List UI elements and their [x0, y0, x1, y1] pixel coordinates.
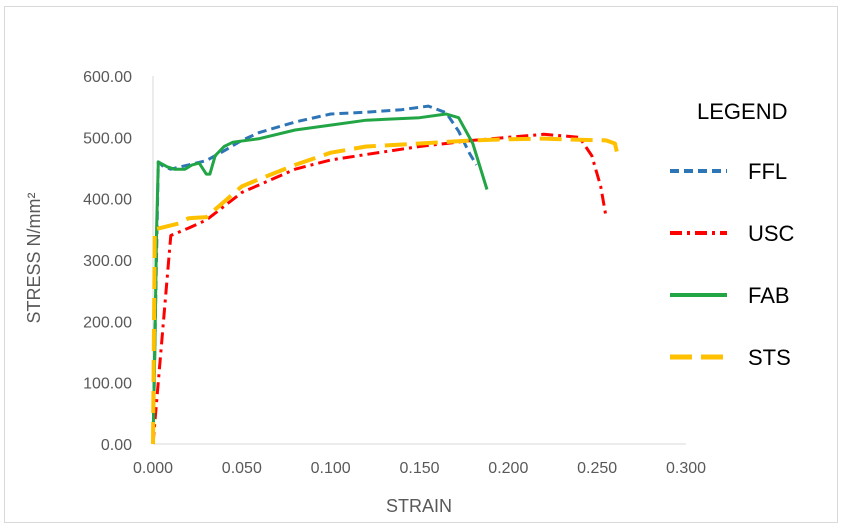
legend-label-sts: STS — [748, 345, 791, 370]
legend-label-usc: USC — [748, 221, 795, 246]
x-tick-label: 0.300 — [666, 460, 706, 477]
y-tick-label: 0.00 — [101, 437, 132, 454]
x-tick-label: 0.250 — [577, 460, 617, 477]
legend-label-ffl: FFL — [748, 159, 787, 184]
chart-frame — [4, 6, 838, 523]
y-tick-label: 400.00 — [83, 192, 132, 209]
legend: FFL USC FAB STS — [670, 159, 795, 370]
x-tick-label: 0.000 — [133, 460, 173, 477]
legend-title: LEGEND — [697, 99, 787, 124]
x-tick-labels: 0.000 0.050 0.100 0.150 0.200 0.250 0.300 — [133, 460, 706, 477]
y-tick-label: 500.00 — [83, 130, 132, 147]
y-tick-label: 100.00 — [83, 376, 132, 393]
series-line-fab — [151, 112, 489, 445]
x-tick-label: 0.200 — [488, 460, 528, 477]
x-tick-label: 0.150 — [399, 460, 439, 477]
y-axis-title: STRESS N/mm² — [24, 192, 44, 323]
series-line-usc — [151, 132, 608, 445]
y-tick-labels: 0.00 100.00 200.00 300.00 400.00 500.00 600.00 — [83, 69, 132, 454]
y-tick-label: 600.00 — [83, 69, 132, 86]
y-tick-label: 200.00 — [83, 314, 132, 331]
x-axis-title: STRAIN — [386, 496, 452, 516]
y-tick-label: 300.00 — [83, 253, 132, 270]
x-tick-label: 0.100 — [311, 460, 351, 477]
legend-label-fab: FAB — [748, 283, 790, 308]
series-line-sts — [151, 136, 621, 445]
axes — [152, 76, 686, 445]
x-tick-label: 0.050 — [222, 460, 262, 477]
series-lines — [151, 104, 621, 445]
